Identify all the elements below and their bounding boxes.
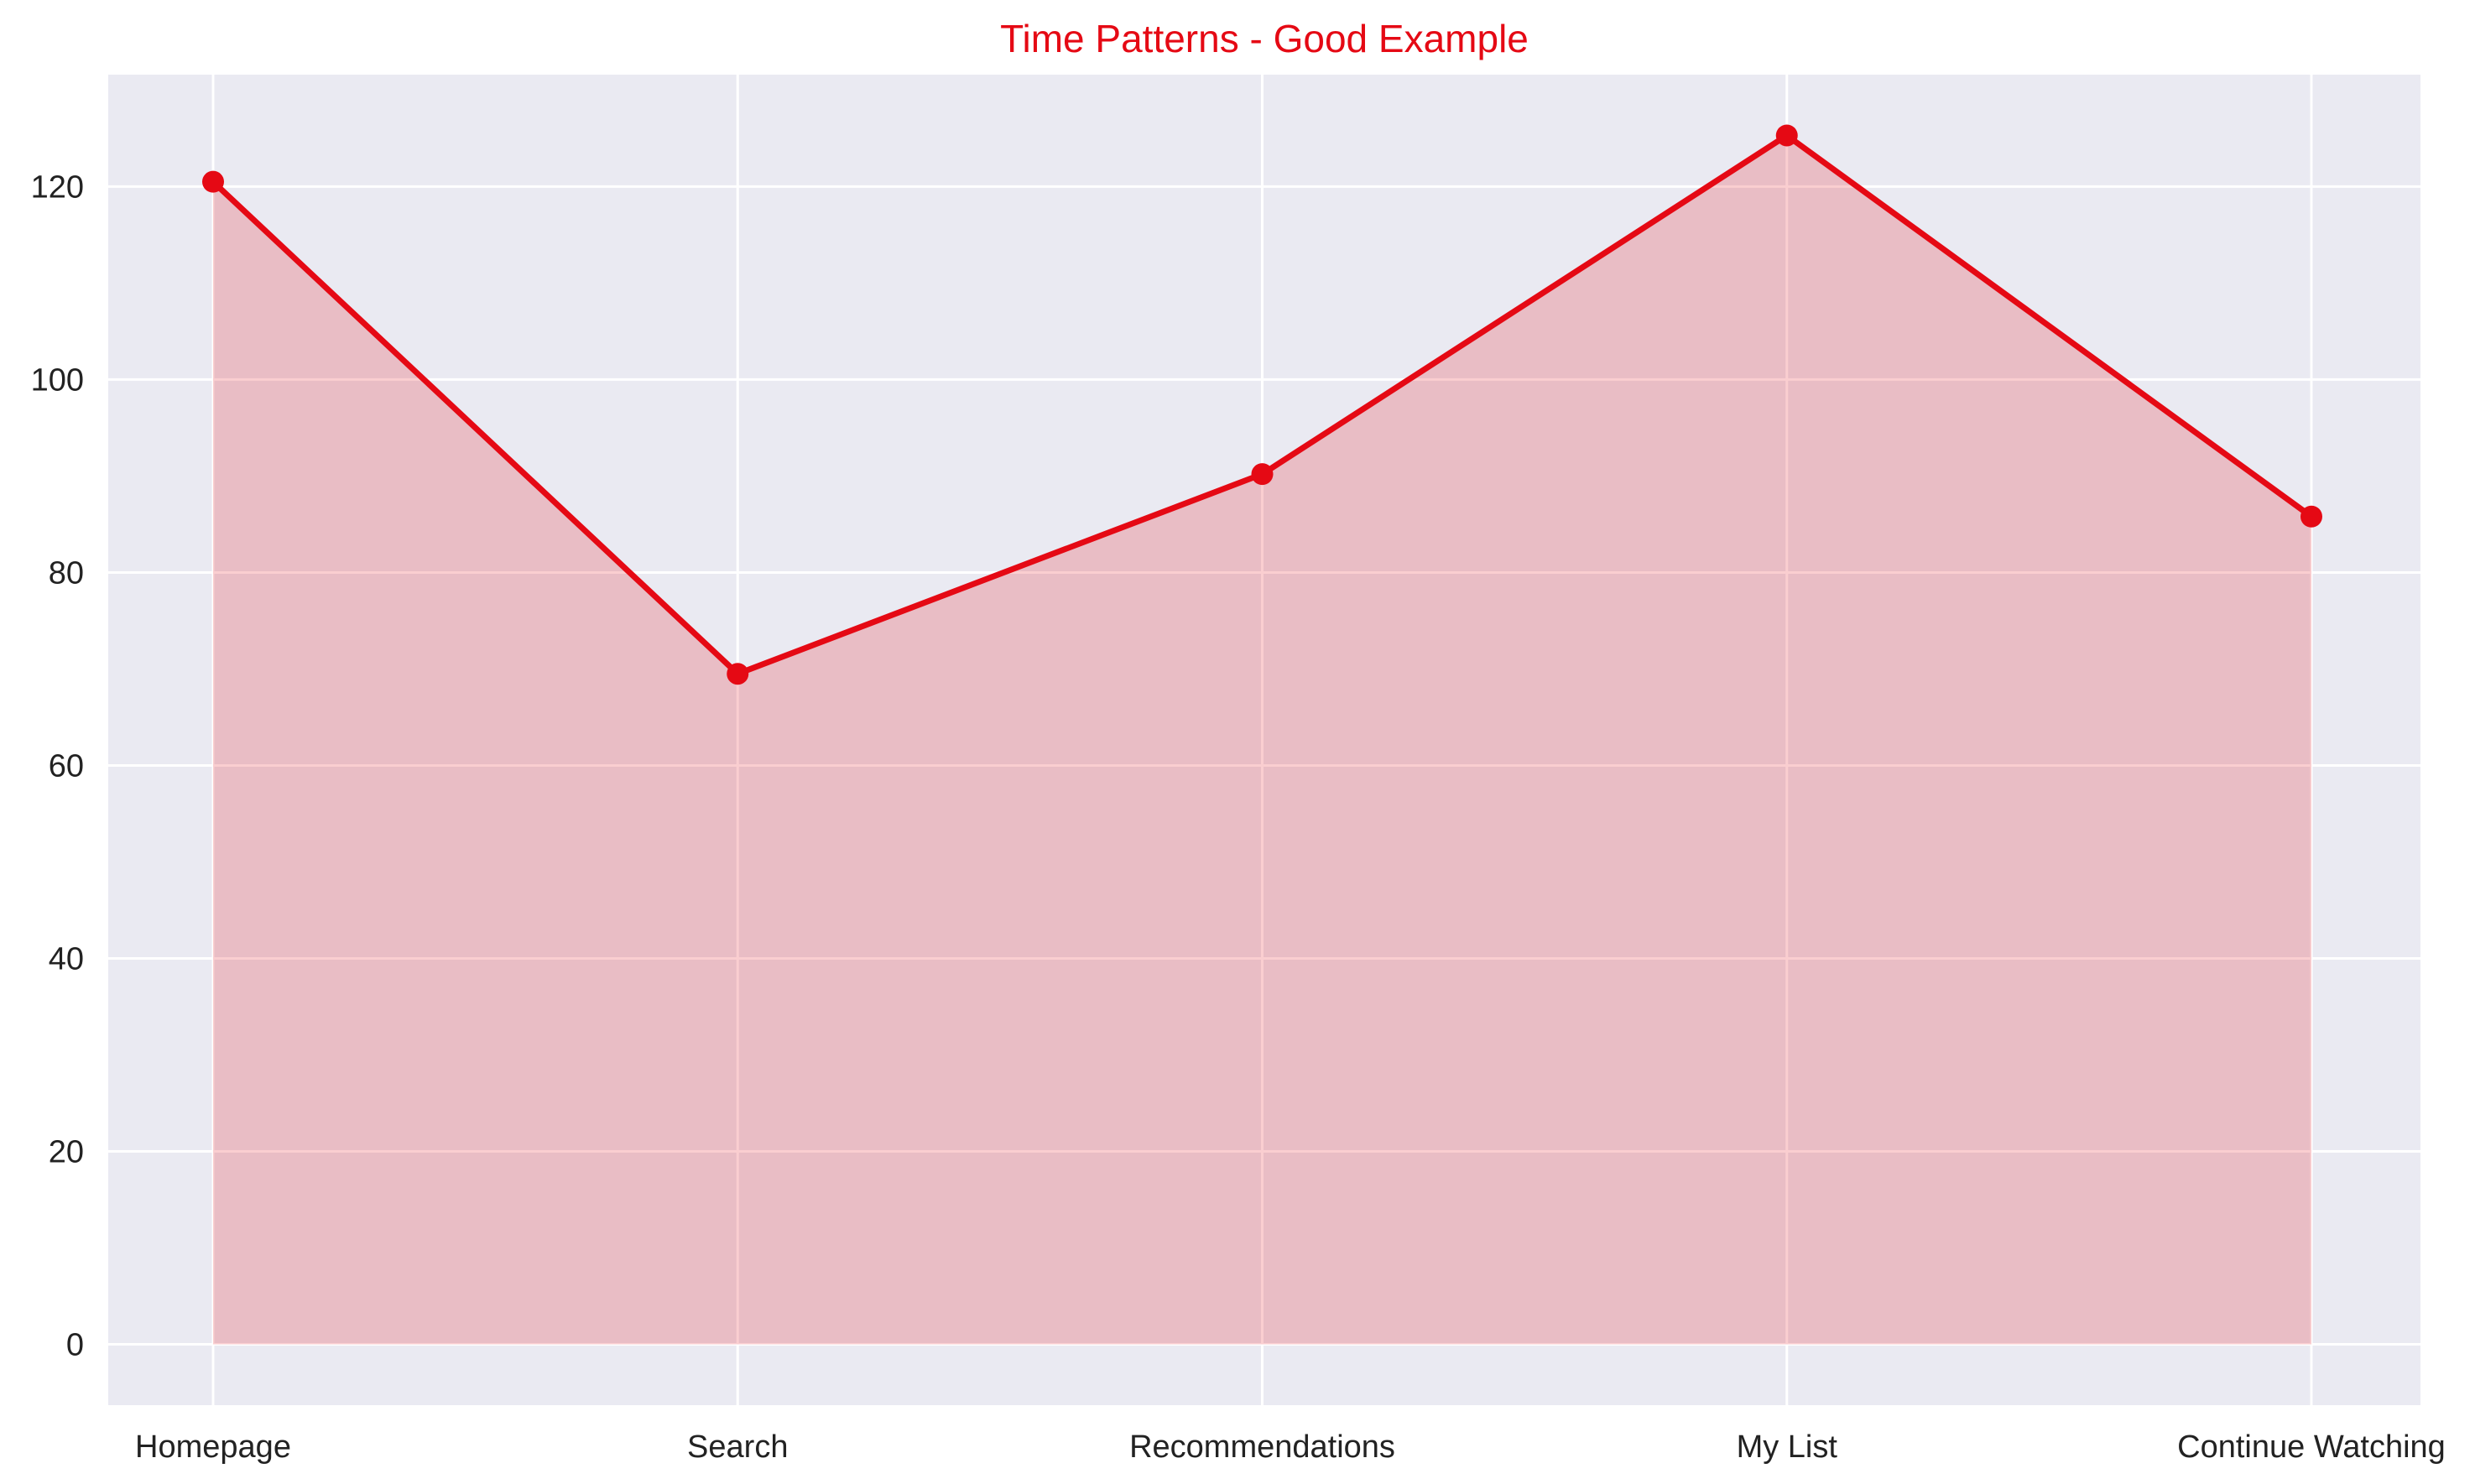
x-tick-label: Continue Watching (2177, 1429, 2446, 1465)
area-fill (213, 135, 2311, 1345)
y-tick-label: 40 (49, 941, 84, 976)
y-tick-label: 100 (31, 362, 84, 398)
data-point-homepage (202, 170, 224, 193)
x-tick-label: My List (1737, 1429, 1838, 1465)
data-point-continue-watching (2300, 505, 2322, 528)
y-tick-label: 20 (49, 1135, 84, 1170)
y-axis-tick-labels: 0 20 40 60 80 100 120 (31, 169, 84, 1362)
x-tick-label: Homepage (135, 1429, 291, 1465)
y-tick-label: 60 (49, 748, 84, 784)
x-axis-tick-labels: Homepage Search Recommendations My List Cont… (135, 1429, 2446, 1465)
y-tick-label: 0 (66, 1328, 84, 1363)
chart-title: Time Patterns - Good Example (1000, 17, 1529, 60)
x-tick-label: Search (687, 1429, 788, 1465)
plot-background (108, 75, 2420, 1405)
data-point-my-list (1775, 124, 1798, 147)
grid (108, 75, 2420, 1405)
y-tick-label: 120 (31, 169, 84, 205)
data-point-search (727, 663, 749, 685)
data-point-recommendations (1251, 463, 1274, 486)
data-points (202, 124, 2322, 685)
y-tick-label: 80 (49, 555, 84, 591)
x-tick-label: Recommendations (1129, 1429, 1395, 1465)
